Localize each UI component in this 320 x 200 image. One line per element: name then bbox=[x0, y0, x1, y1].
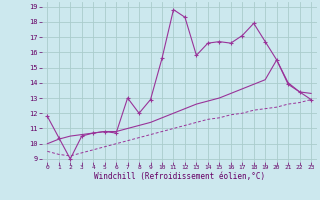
X-axis label: Windchill (Refroidissement éolien,°C): Windchill (Refroidissement éolien,°C) bbox=[94, 172, 265, 181]
